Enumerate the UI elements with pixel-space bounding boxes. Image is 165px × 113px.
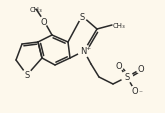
Text: O: O [41, 17, 47, 26]
Circle shape [136, 65, 146, 74]
Text: CH₃: CH₃ [113, 23, 126, 29]
Text: O: O [116, 62, 122, 71]
Text: O: O [132, 87, 138, 96]
Circle shape [115, 62, 123, 71]
Text: N: N [80, 47, 86, 56]
Text: S: S [79, 12, 85, 21]
Circle shape [78, 46, 90, 58]
Text: +: + [85, 46, 91, 51]
Text: S: S [124, 73, 130, 82]
Circle shape [22, 70, 32, 80]
Text: CH₃: CH₃ [30, 7, 42, 13]
Text: S: S [24, 71, 30, 80]
Text: O: O [138, 65, 144, 74]
Circle shape [121, 72, 132, 83]
Circle shape [39, 17, 49, 26]
Circle shape [77, 12, 87, 22]
Circle shape [130, 86, 140, 96]
Text: ⁻: ⁻ [138, 88, 142, 97]
